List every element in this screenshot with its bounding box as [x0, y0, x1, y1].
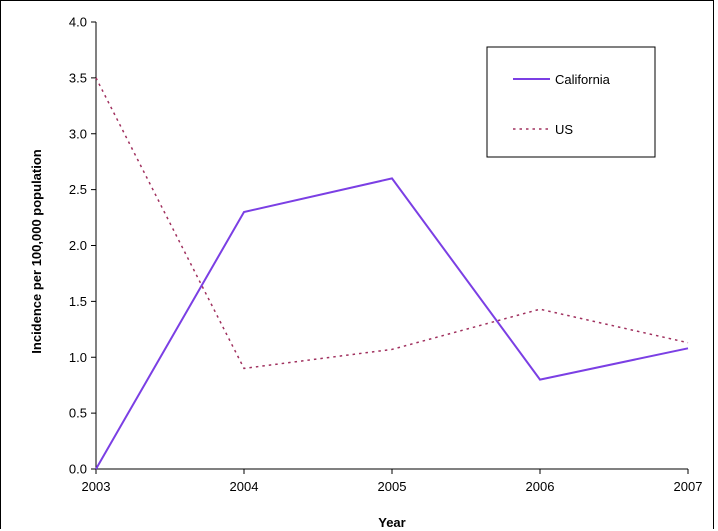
y-tick-label: 1.0	[69, 350, 87, 365]
x-tick-label: 2003	[82, 479, 111, 494]
y-tick-label: 0.5	[69, 406, 87, 421]
x-tick-label: 2007	[674, 479, 703, 494]
y-axis-title: Incidence per 100,000 population	[29, 149, 44, 354]
x-ticks: 2003 2004 2005 2006 2007	[82, 469, 703, 494]
y-tick-label: 2.0	[69, 238, 87, 253]
y-tick-label: 4.0	[69, 15, 87, 30]
legend: California US	[486, 46, 656, 158]
x-axis-title: Year	[378, 515, 405, 530]
y-tick-label: 1.5	[69, 294, 87, 309]
legend-label-us: US	[555, 122, 573, 137]
y-tick-label: 3.5	[69, 70, 87, 85]
y-tick-label: 2.5	[69, 182, 87, 197]
series-layer	[95, 77, 689, 470]
x-tick-label: 2004	[230, 479, 259, 494]
series-line-us	[95, 77, 689, 370]
y-ticks: 0.0 0.5 1.0 1.5 2.0 2.5 3.0 3.5 4.0	[69, 15, 96, 477]
x-tick-label: 2006	[526, 479, 555, 494]
legend-box	[486, 46, 656, 158]
series-line-california	[95, 177, 689, 470]
legend-label-california: California	[555, 72, 611, 87]
y-tick-label: 0.0	[69, 462, 87, 477]
x-tick-label: 2005	[378, 479, 407, 494]
y-tick-label: 3.0	[69, 126, 87, 141]
